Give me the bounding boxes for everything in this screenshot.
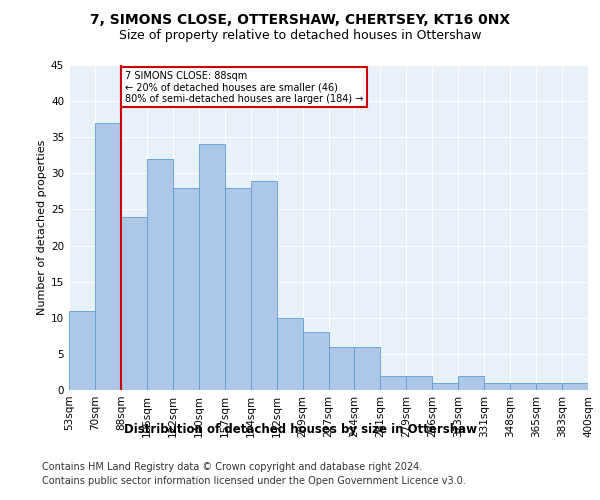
Text: 7 SIMONS CLOSE: 88sqm
← 20% of detached houses are smaller (46)
80% of semi-deta: 7 SIMONS CLOSE: 88sqm ← 20% of detached … (125, 71, 363, 104)
Bar (380, 376, 406, 390)
Bar (302, 332, 329, 390)
Bar (277, 318, 302, 390)
Bar (355, 346, 380, 390)
Text: Distribution of detached houses by size in Ottershaw: Distribution of detached houses by size … (124, 422, 476, 436)
Text: Contains HM Land Registry data © Crown copyright and database right 2024.: Contains HM Land Registry data © Crown c… (42, 462, 422, 472)
Bar (251, 180, 277, 390)
Bar (484, 383, 510, 390)
Bar (69, 310, 95, 390)
Bar (329, 346, 355, 390)
Bar (510, 383, 536, 390)
Bar (562, 383, 588, 390)
Bar (536, 383, 562, 390)
Text: Contains public sector information licensed under the Open Government Licence v3: Contains public sector information licen… (42, 476, 466, 486)
Bar (199, 144, 224, 390)
Y-axis label: Number of detached properties: Number of detached properties (37, 140, 47, 315)
Bar (458, 376, 484, 390)
Bar (121, 216, 147, 390)
Bar (95, 123, 121, 390)
Text: 7, SIMONS CLOSE, OTTERSHAW, CHERTSEY, KT16 0NX: 7, SIMONS CLOSE, OTTERSHAW, CHERTSEY, KT… (90, 12, 510, 26)
Bar (406, 376, 432, 390)
Bar (225, 188, 251, 390)
Bar (173, 188, 199, 390)
Bar (147, 159, 173, 390)
Bar (433, 383, 458, 390)
Text: Size of property relative to detached houses in Ottershaw: Size of property relative to detached ho… (119, 29, 481, 42)
